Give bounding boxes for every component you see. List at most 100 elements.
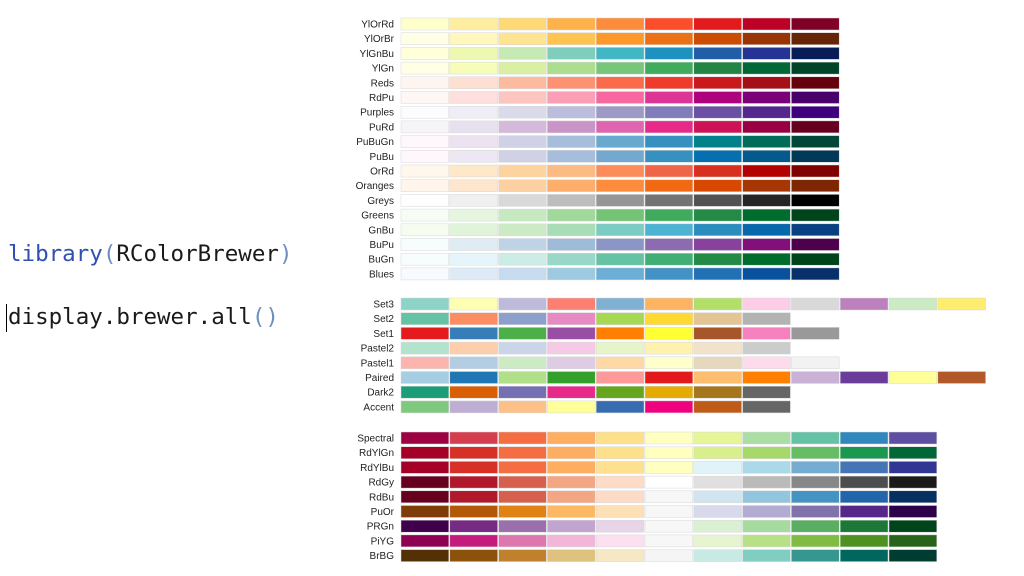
palette-row-Oranges: Oranges xyxy=(356,179,840,192)
color-swatch xyxy=(547,32,596,45)
color-swatch xyxy=(693,76,742,90)
color-swatch xyxy=(742,534,791,548)
palette-row-Pastel2: Pastel2 xyxy=(361,341,791,355)
color-swatch xyxy=(839,490,889,504)
color-swatch xyxy=(888,534,938,548)
color-swatch xyxy=(547,164,596,178)
color-swatch xyxy=(547,371,596,384)
color-swatch xyxy=(742,327,791,340)
palette-row-Greens: Greens xyxy=(361,208,840,222)
color-swatch xyxy=(742,164,791,178)
palette-label: PuRd xyxy=(369,122,394,133)
color-swatch xyxy=(791,549,840,562)
palette-row-BrBG: BrBG xyxy=(370,549,938,562)
color-swatch xyxy=(547,179,596,192)
color-swatch xyxy=(595,223,645,237)
palette-row-Spectral: Spectral xyxy=(357,431,938,445)
palette-row-Purples: Purples xyxy=(360,105,840,119)
color-swatch xyxy=(742,47,791,60)
color-swatch xyxy=(644,91,694,104)
color-swatch xyxy=(644,534,694,548)
color-swatch xyxy=(644,105,694,119)
color-swatch xyxy=(644,32,694,45)
color-swatch xyxy=(644,61,694,75)
color-swatch xyxy=(693,431,742,445)
color-swatch xyxy=(449,238,498,251)
palette-row-BuGn: BuGn xyxy=(368,252,840,266)
palette-label: YlOrBr xyxy=(364,34,395,45)
color-swatch xyxy=(742,341,791,355)
color-swatch xyxy=(742,194,791,207)
color-swatch xyxy=(644,312,694,325)
color-swatch xyxy=(400,446,450,459)
color-swatch xyxy=(644,475,694,489)
call-parens: () xyxy=(251,304,279,330)
color-swatch xyxy=(839,519,889,533)
color-swatch xyxy=(791,534,840,548)
color-swatch xyxy=(547,312,596,325)
color-swatch xyxy=(888,431,938,445)
color-swatch xyxy=(693,238,742,251)
color-swatch xyxy=(547,327,596,340)
color-swatch xyxy=(595,371,645,384)
color-swatch xyxy=(400,312,450,325)
color-swatch xyxy=(791,32,840,45)
color-swatch xyxy=(839,446,889,459)
color-swatch xyxy=(742,312,791,325)
color-swatch xyxy=(498,461,547,474)
color-swatch xyxy=(742,461,791,474)
color-swatch xyxy=(888,446,938,459)
library-keyword: library xyxy=(8,241,103,267)
color-swatch xyxy=(595,61,645,75)
color-swatch xyxy=(595,135,645,148)
palette-group-diverging: Spectral RdYlGn RdYlBu RdGy RdBu PuOr PRGn PiYG… xyxy=(357,431,938,562)
color-swatch xyxy=(400,252,450,266)
color-swatch xyxy=(595,32,645,45)
color-swatch xyxy=(547,490,596,504)
color-swatch xyxy=(449,327,498,340)
color-swatch xyxy=(498,297,547,311)
color-swatch xyxy=(888,297,938,311)
palette-label: PuOr xyxy=(371,507,395,518)
color-swatch xyxy=(595,164,645,178)
color-swatch xyxy=(449,223,498,237)
palette-row-Set2: Set2 xyxy=(373,312,791,325)
color-swatch xyxy=(595,267,645,281)
color-swatch xyxy=(644,238,694,251)
color-swatch xyxy=(449,135,498,148)
color-swatch xyxy=(400,297,450,311)
color-swatch xyxy=(644,505,694,518)
open-paren: ( xyxy=(102,241,117,267)
palette-row-OrRd: OrRd xyxy=(370,164,840,178)
palette-label: YlGn xyxy=(372,64,394,75)
color-swatch xyxy=(449,164,498,178)
text-cursor xyxy=(6,304,7,332)
color-swatch xyxy=(693,534,742,548)
color-swatch xyxy=(791,223,840,237)
color-swatch xyxy=(693,91,742,104)
color-swatch xyxy=(498,519,547,533)
color-swatch xyxy=(400,164,450,178)
color-swatch xyxy=(742,297,791,311)
color-swatch xyxy=(595,385,645,399)
color-swatch xyxy=(547,385,596,399)
color-swatch xyxy=(498,150,547,163)
color-swatch xyxy=(693,47,742,60)
color-swatch xyxy=(595,400,645,414)
color-swatch xyxy=(449,446,498,459)
color-swatch xyxy=(498,105,547,119)
color-swatch xyxy=(791,327,840,340)
color-swatch xyxy=(742,17,791,31)
color-swatch xyxy=(595,327,645,340)
color-swatch xyxy=(742,267,791,281)
palette-row-PiYG: PiYG xyxy=(371,534,938,548)
color-swatch xyxy=(595,76,645,90)
color-swatch xyxy=(498,76,547,90)
color-swatch xyxy=(449,549,498,562)
palette-label: BuGn xyxy=(368,255,394,266)
palette-row-Set1: Set1 xyxy=(373,327,840,340)
palette-row-Reds: Reds xyxy=(371,76,840,90)
color-swatch xyxy=(498,194,547,207)
color-swatch xyxy=(400,534,450,548)
color-swatch xyxy=(644,461,694,474)
